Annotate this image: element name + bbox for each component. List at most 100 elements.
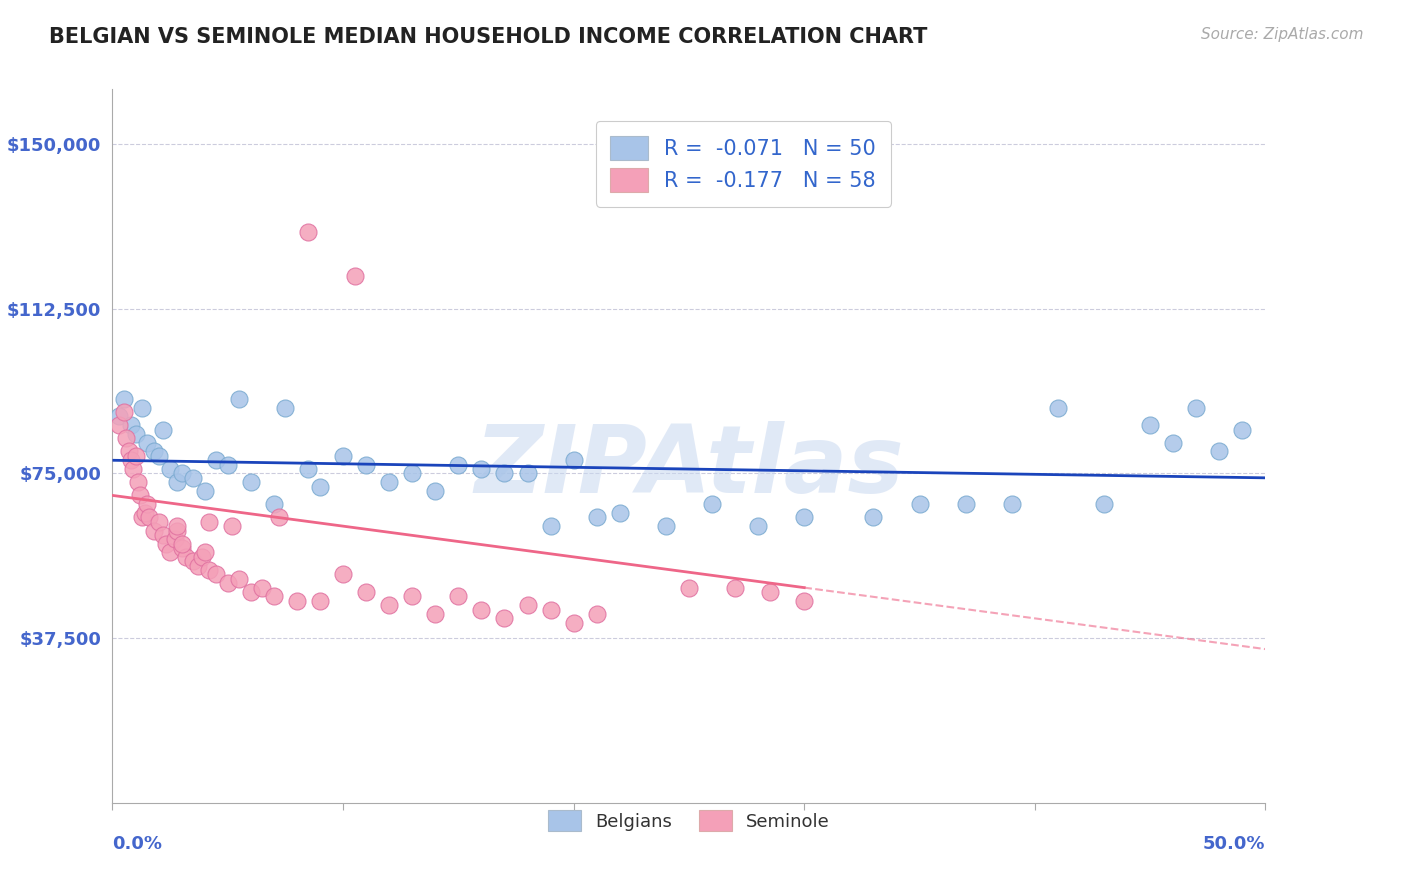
Point — [1208, 444, 1230, 458]
Point — [540, 602, 562, 616]
Point — [516, 467, 538, 481]
Point — [252, 581, 274, 595]
Point — [562, 615, 585, 630]
Point — [129, 488, 152, 502]
Point — [170, 467, 193, 481]
Point — [148, 515, 170, 529]
Point — [354, 458, 377, 472]
Point — [159, 462, 181, 476]
Point — [343, 268, 366, 283]
Point — [166, 519, 188, 533]
Point — [205, 567, 228, 582]
Point — [700, 497, 723, 511]
Point — [609, 506, 631, 520]
Point — [447, 458, 470, 472]
Point — [263, 497, 285, 511]
Point — [378, 475, 401, 490]
Point — [309, 480, 332, 494]
Point — [131, 401, 153, 415]
Point — [470, 462, 492, 476]
Point — [108, 418, 131, 433]
Point — [166, 475, 188, 490]
Point — [239, 475, 262, 490]
Point — [131, 510, 153, 524]
Point — [1232, 423, 1254, 437]
Point — [127, 475, 149, 490]
Point — [108, 409, 131, 424]
Point — [239, 585, 262, 599]
Point — [494, 611, 516, 625]
Point — [263, 590, 285, 604]
Point — [447, 590, 470, 604]
Point — [425, 483, 447, 498]
Point — [309, 594, 332, 608]
Point — [187, 558, 209, 573]
Point — [170, 537, 193, 551]
Point — [143, 444, 166, 458]
Text: ZIPAtlas: ZIPAtlas — [474, 421, 904, 514]
Point — [1139, 418, 1161, 433]
Point — [1161, 435, 1184, 450]
Point — [148, 449, 170, 463]
Point — [793, 510, 815, 524]
Point — [217, 576, 239, 591]
Point — [122, 462, 145, 476]
Point — [1046, 401, 1069, 415]
Point — [1001, 497, 1024, 511]
Point — [955, 497, 977, 511]
Point — [378, 598, 401, 612]
Point — [332, 449, 354, 463]
Point — [155, 537, 177, 551]
Point — [198, 515, 221, 529]
Point — [166, 524, 188, 538]
Point — [120, 453, 142, 467]
Point — [194, 545, 217, 559]
Point — [152, 423, 174, 437]
Point — [655, 519, 678, 533]
Point — [274, 401, 297, 415]
Legend: Belgians, Seminole: Belgians, Seminole — [536, 797, 842, 844]
Point — [470, 602, 492, 616]
Point — [516, 598, 538, 612]
Point — [228, 572, 250, 586]
Point — [401, 590, 423, 604]
Point — [136, 435, 159, 450]
Point — [194, 483, 217, 498]
Point — [120, 418, 142, 433]
Point — [332, 567, 354, 582]
Point — [181, 554, 204, 568]
Point — [585, 510, 607, 524]
Point — [191, 549, 214, 564]
Point — [152, 528, 174, 542]
Text: 50.0%: 50.0% — [1204, 835, 1265, 853]
Point — [170, 541, 193, 555]
Point — [747, 519, 769, 533]
Point — [205, 453, 228, 467]
Point — [143, 524, 166, 538]
Point — [1185, 401, 1208, 415]
Point — [112, 405, 135, 419]
Point — [1092, 497, 1115, 511]
Point — [793, 594, 815, 608]
Point — [297, 462, 319, 476]
Point — [181, 471, 204, 485]
Point — [112, 392, 135, 406]
Point — [217, 458, 239, 472]
Point — [758, 585, 780, 599]
Point — [401, 467, 423, 481]
Point — [494, 467, 516, 481]
Point — [159, 545, 181, 559]
Point — [134, 506, 156, 520]
Point — [425, 607, 447, 621]
Point — [221, 519, 243, 533]
Point — [678, 581, 700, 595]
Point — [585, 607, 607, 621]
Point — [198, 563, 221, 577]
Point — [540, 519, 562, 533]
Point — [124, 449, 146, 463]
Point — [163, 533, 186, 547]
Text: 0.0%: 0.0% — [112, 835, 163, 853]
Point — [124, 426, 146, 441]
Point — [862, 510, 884, 524]
Point — [136, 497, 159, 511]
